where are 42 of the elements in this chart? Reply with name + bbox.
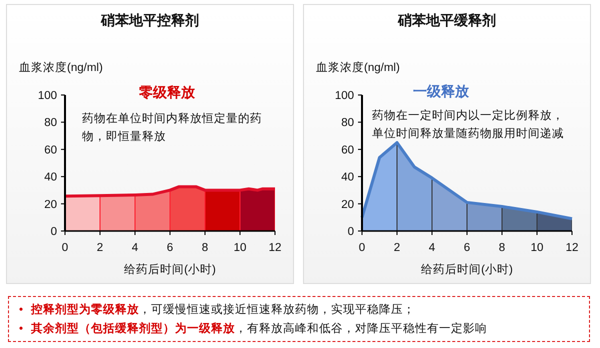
annotation: 一级释放 — [413, 83, 470, 99]
x-tick-label: 4 — [132, 242, 139, 254]
x-tick-label: 10 — [234, 242, 246, 254]
x-tick-label: 2 — [394, 242, 400, 254]
text: • — [19, 304, 24, 316]
text: 其余剂型（包括缓释剂型）为一级释放 — [31, 323, 236, 335]
text: ，可缓慢恒速或接近恒速释放药物，实现平稳降压； — [139, 304, 416, 316]
y-tick-label: 60 — [44, 144, 57, 156]
x-tick-label: 8 — [498, 242, 506, 254]
x-axis-title: 给药后时间(小时) — [421, 263, 513, 276]
y-tick-label: 80 — [44, 117, 57, 130]
x-tick-label: 10 — [530, 242, 544, 254]
x-tick-label: 4 — [428, 242, 436, 254]
y-tick-label: 20 — [44, 198, 57, 211]
y-axis-title: 血浆浓度(ng/ml) — [316, 60, 400, 74]
y-tick-label: 40 — [44, 172, 57, 184]
x-tick-label: 12 — [566, 242, 578, 254]
y-tick-label: 0 — [50, 226, 57, 238]
text: • — [19, 323, 24, 335]
y-tick-label: 20 — [341, 198, 354, 211]
annotation: 药物在一定时间内以一定比例释放，单位时间释放量随药物服用时间递减 — [372, 108, 565, 142]
x-tick-label: 0 — [358, 242, 366, 254]
y-tick-label: 80 — [341, 117, 354, 130]
text: ，有释放高峰和低谷，对降压平稳性有一定影响 — [235, 323, 488, 335]
x-axis-title: 给药后时间(小时) — [124, 263, 216, 276]
x-tick-label: 6 — [166, 242, 174, 254]
annotation: 零级释放 — [138, 84, 196, 100]
y-tick-label: 60 — [341, 144, 354, 156]
annotation: 药物在单位时间内释放恒定量的药物，即恒量释放 — [82, 112, 263, 145]
x-tick-label: 2 — [96, 242, 104, 254]
y-tick-label: 40 — [341, 172, 354, 184]
chart-title: 硝苯地平缓释剂 — [397, 12, 496, 28]
y-tick-label: 0 — [348, 226, 354, 238]
x-tick-label: 8 — [202, 242, 208, 254]
y-axis-title: 血浆浓度(ng/ml) — [19, 60, 103, 74]
y-tick-label: 100 — [38, 90, 57, 102]
x-tick-label: 6 — [464, 242, 470, 254]
chart-title: 硝苯地平控释剂 — [100, 12, 199, 28]
y-tick-label: 100 — [334, 90, 354, 102]
x-tick-label: 12 — [268, 242, 282, 254]
x-tick-label: 0 — [62, 242, 68, 254]
text: 控释剂型为零级释放 — [31, 304, 140, 316]
